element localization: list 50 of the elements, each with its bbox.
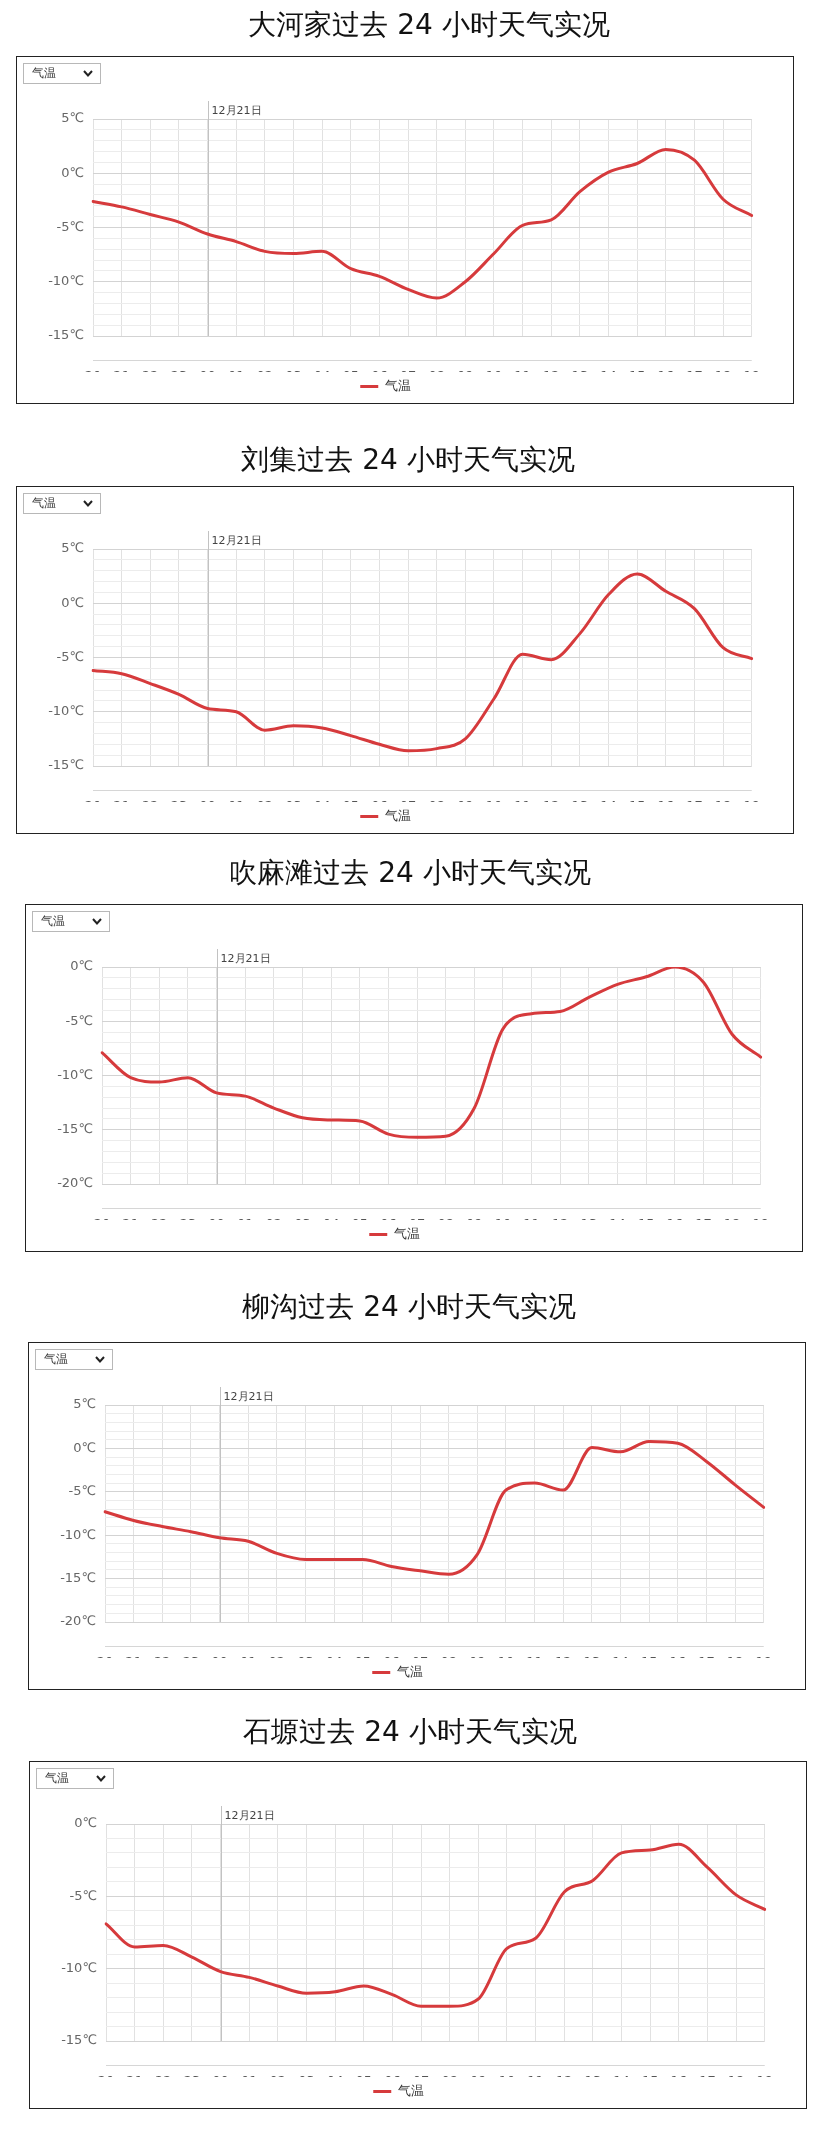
dropdown: 气温 — [23, 493, 101, 514]
y-tick-label: -5℃ — [68, 1483, 96, 1499]
y-tick-label: -10℃ — [48, 273, 84, 289]
y-tick-label: 5℃ — [61, 110, 84, 126]
y-tick-label: 0℃ — [61, 164, 84, 180]
y-tick-label: -10℃ — [60, 1526, 96, 1542]
chart-title: 石塬过去 24 小时天气实况 — [242, 1715, 578, 1749]
chart-title: 柳沟过去 24 小时天气实况 — [241, 1290, 577, 1324]
y-tick-label: 0℃ — [74, 1815, 97, 1831]
line-series — [91, 572, 754, 753]
y-tick-label: -10℃ — [61, 1960, 97, 1976]
y-tick-label: -5℃ — [56, 218, 84, 234]
legend-label: 气温 — [384, 807, 411, 823]
y-tick-label: -15℃ — [57, 1121, 93, 1137]
ref-line-label: 12月21日 — [220, 951, 271, 965]
ref-line-label: 12月21日 — [223, 1389, 274, 1403]
y-tick-label: -10℃ — [57, 1066, 93, 1082]
legend-label: 气温 — [396, 1663, 423, 1679]
chart-title: 吹麻滩过去 24 小时天气实况 — [228, 856, 592, 890]
line-series — [103, 1439, 766, 1576]
dropdown: 气温 — [36, 1768, 114, 1789]
y-tick-label: -15℃ — [48, 327, 84, 343]
y-tick-label: 0℃ — [70, 958, 93, 974]
line-series — [104, 1842, 767, 2008]
y-tick-label: -10℃ — [48, 703, 84, 719]
y-tick-label: -20℃ — [60, 1613, 96, 1629]
ref-line-label: 12月21日 — [224, 1808, 275, 1822]
y-tick-label: -15℃ — [61, 2032, 97, 2048]
y-tick-label: -20℃ — [57, 1175, 93, 1191]
ref-line-label: 12月21日 — [211, 533, 262, 547]
dropdown: 气温 — [23, 63, 101, 84]
y-tick-label: -5℃ — [56, 648, 84, 664]
ref-line-label: 12月21日 — [211, 103, 262, 117]
y-tick-label: -15℃ — [60, 1569, 96, 1585]
legend-label: 气温 — [397, 2082, 424, 2098]
chart-title: 刘集过去 24 小时天气实况 — [240, 443, 576, 477]
legend-label: 气温 — [393, 1225, 420, 1241]
legend-label: 气温 — [384, 377, 411, 393]
dropdown: 气温 — [35, 1349, 113, 1370]
line-series — [91, 147, 754, 300]
y-tick-label: -5℃ — [69, 1887, 97, 1903]
y-tick-label: -15℃ — [48, 757, 84, 773]
y-tick-label: -5℃ — [65, 1012, 93, 1028]
y-tick-label: 5℃ — [73, 1396, 96, 1412]
y-tick-label: 5℃ — [61, 540, 84, 556]
line-series — [100, 967, 763, 1139]
y-tick-label: 0℃ — [73, 1439, 96, 1455]
dropdown: 气温 — [32, 911, 110, 932]
y-tick-label: 0℃ — [61, 594, 84, 610]
chart-title: 大河家过去 24 小时天气实况 — [247, 8, 611, 42]
